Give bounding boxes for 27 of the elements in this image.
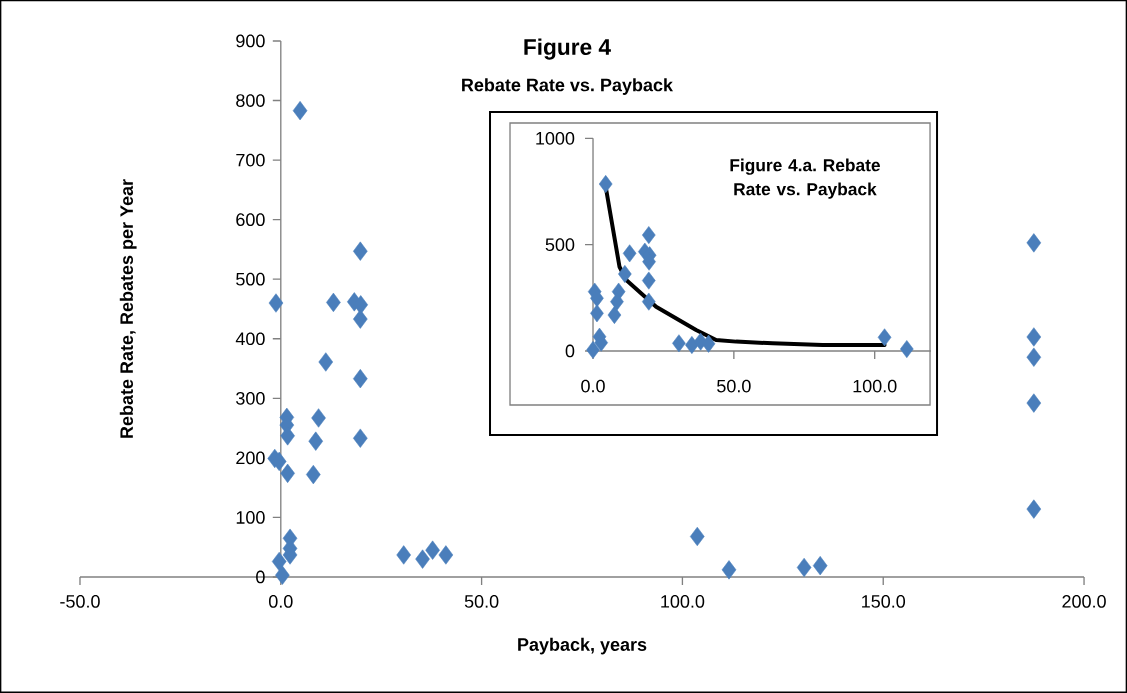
y-tick-label: 0	[256, 570, 265, 584]
text: Rebate Rate vs. Payback	[462, 78, 674, 95]
y-tick-label: 300	[236, 391, 265, 405]
y-tick-label: 1000	[536, 131, 575, 145]
y-tick-label: 500	[545, 238, 575, 252]
x-tick-label: 0.0	[581, 379, 605, 393]
y-axis-title: Rebate Rate, Rebates per Year	[119, 179, 137, 438]
y-tick-label: 200	[236, 451, 265, 465]
x-tick-label: 200.0	[1062, 595, 1106, 608]
x-tick-label: 50.0	[464, 595, 499, 608]
x-tick-label: -50.0	[60, 595, 100, 608]
y-tick-label: 100	[236, 511, 265, 524]
x-tick-label: 50.0	[717, 379, 751, 393]
y-tick-label: 700	[236, 153, 265, 167]
x-tick-label: 150.0	[862, 595, 906, 608]
y-tick-label: 800	[236, 94, 265, 107]
x-tick-label: 100.0	[853, 379, 897, 393]
chart-title: Figure 4	[524, 38, 611, 60]
x-tick-label: 100.0	[661, 595, 705, 608]
x-axis-title: Payback, years	[518, 637, 647, 655]
y-tick-label: 900	[236, 34, 265, 48]
text: Figure 4.a. Rebate Rate vs. Payback	[730, 158, 880, 199]
y-tick-label: 500	[236, 272, 265, 286]
y-tick-label: 400	[235, 332, 265, 346]
y-tick-label: 0	[565, 344, 575, 358]
x-tick-label: 0.0	[269, 595, 293, 608]
y-tick-label: 600	[236, 213, 265, 227]
